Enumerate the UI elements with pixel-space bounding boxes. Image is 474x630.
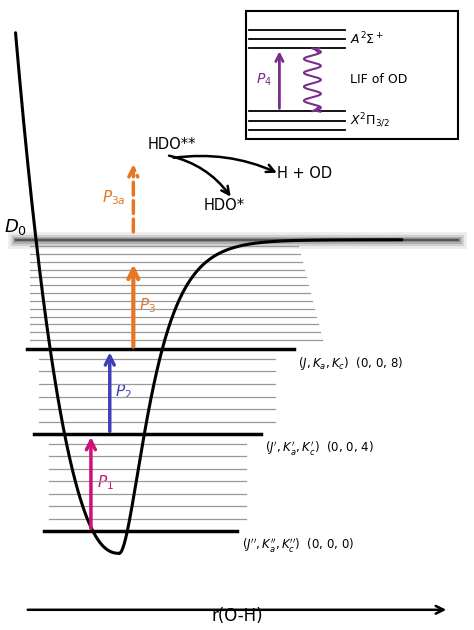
Text: $P_1$: $P_1$ (97, 473, 113, 492)
Text: HDO**: HDO** (147, 137, 196, 152)
Text: $X^2\Pi_{3/2}$: $X^2\Pi_{3/2}$ (350, 112, 390, 130)
Text: $(J, K_a, K_c)$  (0, 0, 8): $(J, K_a, K_c)$ (0, 0, 8) (298, 355, 404, 372)
Text: HDO*: HDO* (204, 198, 245, 213)
Text: H + OD: H + OD (277, 166, 332, 181)
Text: $P_2$: $P_2$ (116, 382, 132, 401)
Text: $D_0$: $D_0$ (4, 217, 27, 237)
Text: $(J', K_a', K_c')$  (0, 0, 4): $(J', K_a', K_c')$ (0, 0, 4) (265, 439, 374, 457)
FancyBboxPatch shape (246, 11, 458, 139)
Text: $A^2\Sigma^+$: $A^2\Sigma^+$ (350, 31, 384, 47)
Text: LIF of OD: LIF of OD (350, 73, 408, 86)
Text: r(O-H): r(O-H) (211, 607, 263, 626)
Text: $P_{3a}$: $P_{3a}$ (102, 188, 126, 207)
Text: $P_3$: $P_3$ (139, 296, 156, 315)
Text: $P_4$: $P_4$ (256, 72, 273, 88)
Text: $(J'', K_a'', K_c'')$  (0, 0, 0): $(J'', K_a'', K_c'')$ (0, 0, 0) (242, 536, 354, 554)
